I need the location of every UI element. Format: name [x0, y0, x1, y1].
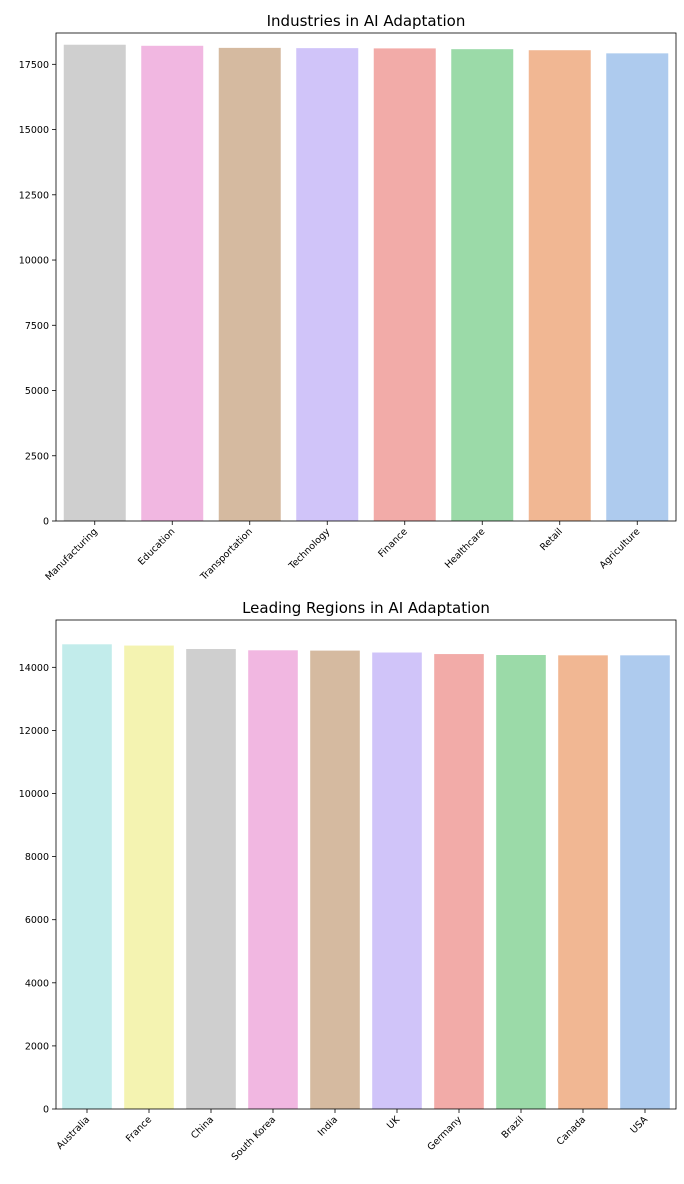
- bar-healthcare: [451, 49, 514, 521]
- y-tick-label: 10000: [19, 789, 49, 800]
- x-tick-label: Finance: [376, 526, 410, 560]
- bar-india: [310, 650, 360, 1109]
- y-tick-label: 17500: [19, 60, 49, 71]
- bar-south-korea: [248, 650, 298, 1109]
- x-tick-label: Healthcare: [443, 526, 488, 571]
- x-tick-label: UK: [385, 1114, 403, 1132]
- industries-bar-chart: Industries in AI Adaptation 0 2500 5000 7500…: [19, 12, 677, 583]
- bar-france: [124, 645, 174, 1109]
- x-tick-label: Germany: [425, 1114, 464, 1153]
- y-tick-label: 15000: [19, 125, 49, 136]
- chart-title: Industries in AI Adaptation: [267, 12, 466, 30]
- x-tick-label: Technology: [286, 526, 332, 572]
- y-tick-label: 10000: [19, 256, 49, 267]
- chart-title: Leading Regions in AI Adaptation: [242, 599, 490, 617]
- x-tick-label: China: [189, 1114, 216, 1141]
- x-tick-label: France: [124, 1114, 154, 1144]
- bar-agriculture: [606, 53, 669, 522]
- bar-canada: [558, 655, 608, 1109]
- y-tick-label: 2000: [25, 1041, 49, 1052]
- y-tick-label: 12500: [19, 190, 49, 201]
- bar-australia: [62, 644, 112, 1109]
- bar-finance: [373, 48, 436, 521]
- x-tick-label: Australia: [55, 1114, 92, 1151]
- x-tick-label: South Korea: [230, 1114, 278, 1162]
- y-tick-label: 5000: [25, 386, 49, 397]
- x-tick-label: Manufacturing: [43, 526, 99, 582]
- x-tick-label: Agriculture: [598, 526, 643, 571]
- y-tick-label: 14000: [19, 663, 49, 674]
- x-tick-label: India: [316, 1114, 340, 1138]
- x-tick-label: Education: [136, 526, 177, 567]
- bar-uk: [372, 652, 422, 1109]
- regions-bar-chart: Leading Regions in AI Adaptation 0 2000 400…: [19, 599, 677, 1163]
- bar-education: [141, 45, 204, 521]
- y-tick-label: 0: [43, 517, 49, 528]
- x-tick-label: Canada: [555, 1114, 588, 1147]
- y-tick-label: 0: [43, 1105, 49, 1116]
- y-tick-label: 8000: [25, 852, 49, 863]
- bar-retail: [528, 50, 591, 521]
- y-tick-label: 6000: [25, 915, 49, 926]
- bar-manufacturing: [63, 44, 126, 521]
- x-tick-label: Transportation: [198, 526, 255, 583]
- y-tick-label: 7500: [25, 321, 49, 332]
- bar-china: [186, 649, 236, 1109]
- plot-frame: [55, 32, 677, 522]
- x-tick-label: USA: [628, 1114, 650, 1136]
- y-tick-label: 12000: [19, 726, 49, 737]
- bar-brazil: [496, 655, 546, 1109]
- x-tick-label: Retail: [538, 526, 565, 553]
- y-tick-label: 4000: [25, 978, 49, 989]
- x-tick-label: Brazil: [500, 1114, 527, 1141]
- bar-technology: [296, 48, 359, 521]
- plot-frame: [55, 619, 677, 1110]
- bar-germany: [434, 654, 484, 1109]
- bar-transportation: [218, 47, 281, 521]
- y-tick-label: 2500: [25, 451, 49, 462]
- bar-usa: [620, 655, 670, 1109]
